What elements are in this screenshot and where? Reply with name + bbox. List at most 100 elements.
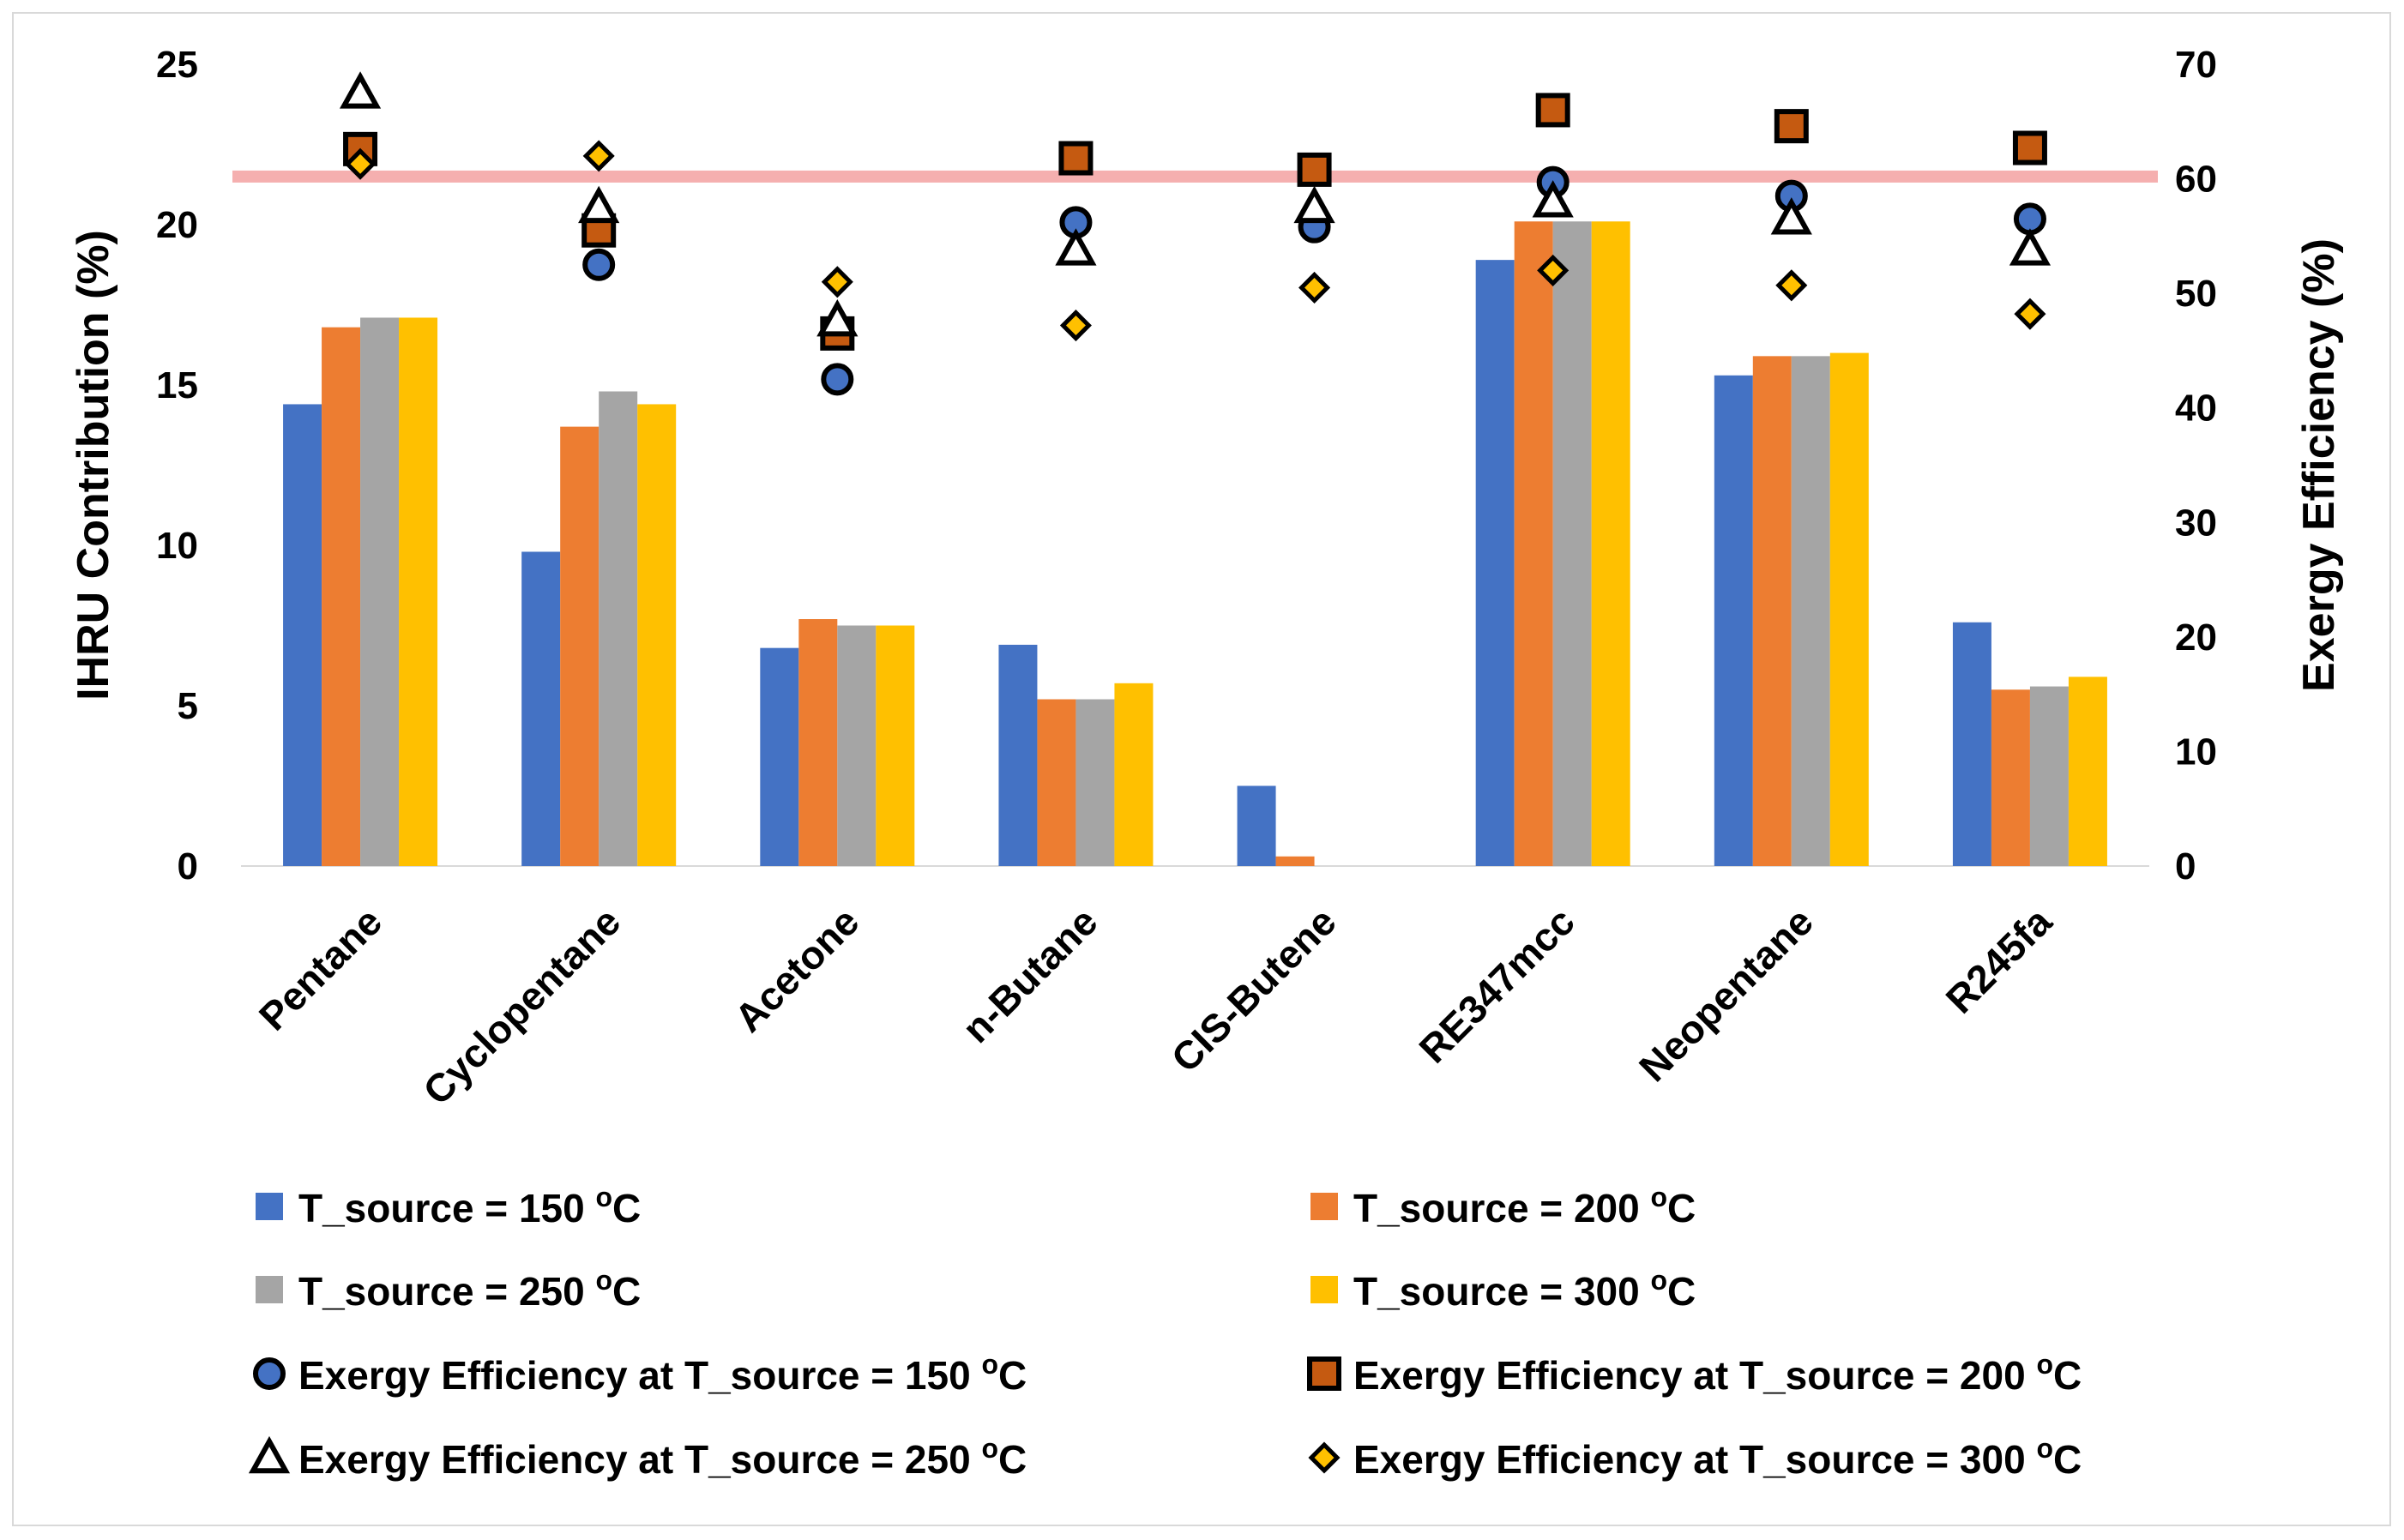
marker-pentane-exergy-efficiency-at-t-source-250 <box>339 71 382 109</box>
bar-neopentane-t-source-200 <box>1752 356 1792 867</box>
legend-swatch <box>256 1276 283 1303</box>
y-left-tick-label: 10 <box>156 525 198 567</box>
y2-axis-title: Exergy Efficiency (%) <box>2294 238 2344 692</box>
bar-re347mcc-t-source-300 <box>1591 221 1630 866</box>
y-right-tick-label: 10 <box>2175 731 2217 773</box>
marker-r245fa-exergy-efficiency-at-t-source-200 <box>2012 130 2047 165</box>
legend-swatch <box>253 1357 286 1390</box>
marker-neopentane-exergy-efficiency-at-t-source-250 <box>1770 197 1812 235</box>
bar-n-butane-t-source-250 <box>1075 699 1115 866</box>
y-left-tick-label: 15 <box>156 364 198 406</box>
marker-re347mcc-exergy-efficiency-at-t-source-300 <box>1537 254 1570 286</box>
legend-item-t-source-150: T_source = 150 oC <box>256 1182 641 1230</box>
legend-swatch <box>1307 1357 1341 1391</box>
y-right-tick-label: 0 <box>2175 845 2196 887</box>
y-right-tick-label: 20 <box>2175 617 2217 659</box>
legend-item-exergy-efficiency-at-t-source-300: Exergy Efficiency at T_source = 300 oC <box>1308 1433 2082 1482</box>
legend-item-t-source-300: T_source = 300 oC <box>1310 1265 1696 1314</box>
marker-cis-butene-exergy-efficiency-at-t-source-300 <box>1298 271 1331 304</box>
axes-layer: 0 5 10 15 20 25 0 10 20 30 40 50 60 70 IHRU Contributi… <box>69 44 2344 887</box>
marker-r245fa-exergy-efficiency-at-t-source-250 <box>2009 228 2052 266</box>
marker-re347mcc-exergy-efficiency-at-t-source-200 <box>1535 93 1570 128</box>
legend-label: Exergy Efficiency at T_source = 300 oC <box>1353 1433 2082 1482</box>
labels-layer: Pentane Cyclopentane Acetone n-Butane CIS-Bu… <box>250 899 2060 1113</box>
legend-item-exergy-efficiency-at-t-source-250: Exergy Efficiency at T_source = 250 oC <box>248 1433 1027 1482</box>
category-label-r245fa: R245fa <box>1937 899 2061 1022</box>
legend-item-exergy-efficiency-at-t-source-200: Exergy Efficiency at T_source = 200 oC <box>1307 1349 2082 1398</box>
marker-n-butane-exergy-efficiency-at-t-source-250 <box>1055 228 1097 266</box>
bar-pentane-t-source-150 <box>283 404 322 866</box>
legend-label: T_source = 250 oC <box>298 1265 641 1314</box>
legend: T_source = 150 oC T_source = 200 oC T_sour… <box>248 1182 2082 1482</box>
legend-item-t-source-250: T_source = 250 oC <box>256 1265 641 1314</box>
marker-cyclopentane-exergy-efficiency-at-t-source-150 <box>582 248 616 281</box>
marker-neopentane-exergy-efficiency-at-t-source-300 <box>1775 269 1808 302</box>
y-left-tick-label: 0 <box>178 845 198 887</box>
bar-cyclopentane-t-source-150 <box>521 551 561 866</box>
bar-pentane-t-source-200 <box>322 327 361 866</box>
marker-n-butane-exergy-efficiency-at-t-source-300 <box>1059 310 1092 342</box>
marker-acetone-exergy-efficiency-at-t-source-150 <box>821 363 854 396</box>
bar-acetone-t-source-150 <box>760 647 799 866</box>
bar-pentane-t-source-250 <box>360 317 400 867</box>
bar-neopentane-t-source-250 <box>1791 356 1830 867</box>
y-right-tick-label: 50 <box>2175 273 2217 315</box>
marker-r245fa-exergy-efficiency-at-t-source-300 <box>2014 298 2046 330</box>
bar-cis-butene-t-source-150 <box>1237 785 1276 866</box>
y-right-tick-label: 60 <box>2175 159 2217 201</box>
category-label-acetone: Acetone <box>726 899 867 1040</box>
y-right-tick-label: 40 <box>2175 388 2217 430</box>
legend-label: T_source = 200 oC <box>1353 1182 1696 1230</box>
y-left-tick-label: 20 <box>156 204 198 246</box>
category-label-pentane: Pentane <box>250 899 390 1038</box>
legend-swatch <box>1308 1441 1341 1474</box>
legend-item-exergy-efficiency-at-t-source-150: Exergy Efficiency at T_source = 150 oC <box>253 1349 1027 1398</box>
marker-neopentane-exergy-efficiency-at-t-source-200 <box>1774 109 1809 144</box>
bar-cyclopentane-t-source-200 <box>560 426 599 866</box>
marker-pentane-exergy-efficiency-at-t-source-300 <box>344 147 377 180</box>
bar-r245fa-t-source-300 <box>2068 677 2107 866</box>
markers-layer <box>339 71 2052 396</box>
legend-label: T_source = 300 oC <box>1353 1265 1696 1314</box>
bar-cis-butene-t-source-200 <box>1275 856 1315 866</box>
marker-cyclopentane-exergy-efficiency-at-t-source-250 <box>578 185 620 224</box>
bar-re347mcc-t-source-200 <box>1514 221 1553 866</box>
chart-frame: 0 5 10 15 20 25 0 10 20 30 40 50 60 70 IHRU Contributi… <box>12 12 2391 1526</box>
chart: 0 5 10 15 20 25 0 10 20 30 40 50 60 70 IHRU Contributi… <box>69 44 2344 1482</box>
bar-r245fa-t-source-150 <box>1952 622 1991 866</box>
marker-cis-butene-exergy-efficiency-at-t-source-250 <box>1293 185 1335 224</box>
bar-r245fa-t-source-200 <box>1991 689 2030 866</box>
bar-n-butane-t-source-200 <box>1037 699 1076 866</box>
marker-acetone-exergy-efficiency-at-t-source-250 <box>816 299 859 337</box>
y-left-tick-label: 5 <box>178 685 198 727</box>
bar-r245fa-t-source-250 <box>2029 686 2069 866</box>
bar-cyclopentane-t-source-300 <box>637 404 677 866</box>
legend-label: Exergy Efficiency at T_source = 150 oC <box>298 1349 1027 1398</box>
marker-n-butane-exergy-efficiency-at-t-source-200 <box>1058 141 1094 176</box>
bar-n-butane-t-source-150 <box>998 644 1038 866</box>
bar-n-butane-t-source-300 <box>1114 683 1154 866</box>
legend-swatch <box>256 1193 283 1220</box>
y-axis-title: IHRU Contribution (%) <box>69 230 118 701</box>
bars-layer <box>283 221 2107 867</box>
category-label-n-butane: n-Butane <box>954 899 1106 1051</box>
y-right-tick-label: 70 <box>2175 44 2217 86</box>
bar-pentane-t-source-300 <box>399 317 438 867</box>
category-label-neopentane: Neopentane <box>1630 899 1822 1090</box>
legend-item-t-source-200: T_source = 200 oC <box>1310 1182 1696 1230</box>
marker-cis-butene-exergy-efficiency-at-t-source-200 <box>1297 152 1332 187</box>
legend-swatch <box>248 1435 291 1474</box>
bar-re347mcc-t-source-250 <box>1552 221 1592 866</box>
category-label-re347mcc: RE347mcc <box>1410 899 1582 1071</box>
legend-swatch <box>1310 1193 1338 1220</box>
marker-cyclopentane-exergy-efficiency-at-t-source-300 <box>582 140 615 172</box>
bar-neopentane-t-source-300 <box>1829 352 1869 867</box>
bar-neopentane-t-source-150 <box>1714 375 1753 866</box>
bar-acetone-t-source-300 <box>876 625 915 866</box>
bar-acetone-t-source-250 <box>837 625 877 866</box>
bar-cyclopentane-t-source-250 <box>599 391 638 867</box>
marker-re347mcc-exergy-efficiency-at-t-source-250 <box>1532 180 1574 218</box>
reference-line <box>232 170 2158 183</box>
marker-acetone-exergy-efficiency-at-t-source-300 <box>821 266 853 298</box>
legend-label: Exergy Efficiency at T_source = 200 oC <box>1353 1349 2082 1398</box>
